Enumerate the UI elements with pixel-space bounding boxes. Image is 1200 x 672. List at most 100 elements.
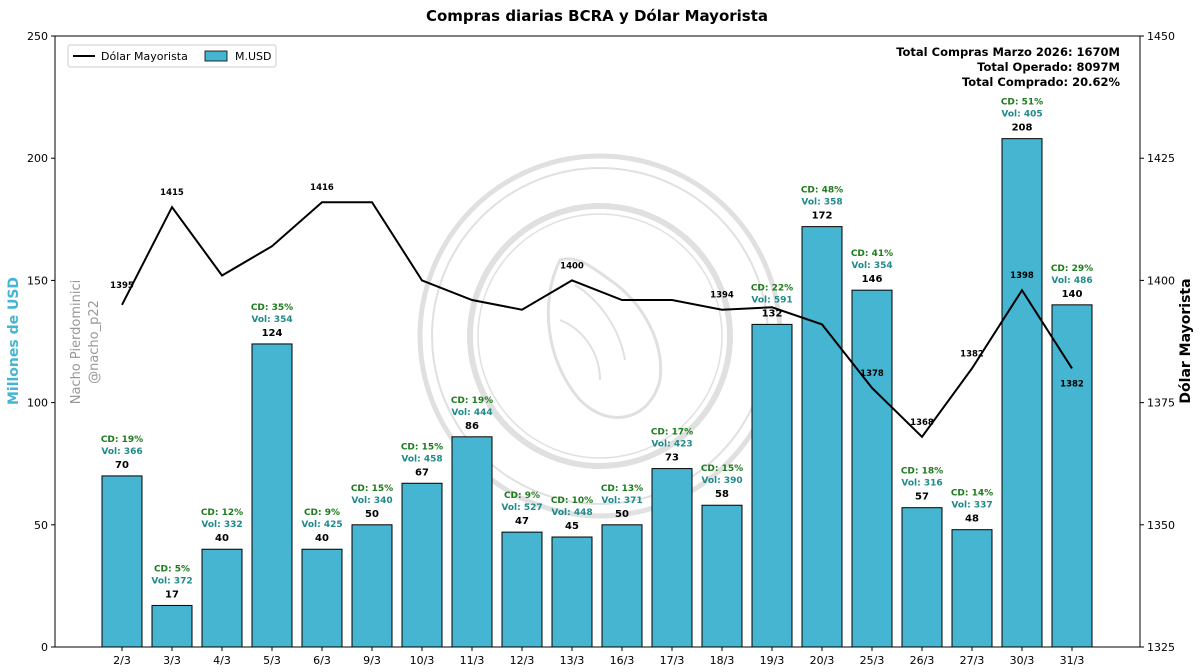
right-tick-label: 1425 — [1147, 152, 1175, 165]
cd-label: CD: 17% — [651, 428, 693, 438]
vol-label: Vol: 340 — [351, 496, 392, 506]
x-tick-label: 9/3 — [363, 654, 381, 667]
left-tick-label: 100 — [27, 397, 48, 410]
cd-label: CD: 48% — [801, 186, 843, 196]
cd-label: CD: 9% — [304, 508, 340, 518]
x-tick-label: 30/3 — [1010, 654, 1035, 667]
cd-label: CD: 22% — [751, 283, 793, 293]
left-y-axis-label: Millones de USD — [6, 277, 22, 405]
bar-value-label: 70 — [115, 460, 129, 471]
bar-value-label: 208 — [1012, 123, 1033, 134]
vol-label: Vol: 332 — [201, 520, 242, 530]
cd-label: CD: 10% — [551, 496, 593, 506]
cd-label: CD: 15% — [351, 484, 393, 494]
bar — [401, 482, 443, 648]
line-value-label: 1415 — [160, 188, 184, 198]
x-tick-label: 26/3 — [910, 654, 935, 667]
bar — [1001, 138, 1043, 648]
bar — [201, 548, 243, 648]
cd-label: CD: 14% — [951, 489, 993, 499]
right-y-axis: 1325 1350 1375 1400 1425 1450 — [1140, 30, 1175, 654]
vol-label: Vol: 366 — [101, 447, 142, 457]
bar-value-label: 172 — [812, 211, 833, 222]
vol-label: Vol: 591 — [751, 295, 792, 305]
chart-title: Compras diarias BCRA y Dólar Mayorista — [426, 7, 768, 25]
cd-label: CD: 51% — [1001, 98, 1043, 108]
vol-label: Vol: 354 — [851, 261, 892, 271]
vol-label: Vol: 405 — [1001, 110, 1042, 120]
vol-label: Vol: 316 — [901, 479, 942, 489]
cd-label: CD: 9% — [504, 491, 540, 501]
bar-value-label: 86 — [465, 421, 479, 432]
x-tick-label: 18/3 — [710, 654, 735, 667]
bar — [451, 436, 493, 648]
left-tick-label: 50 — [34, 519, 48, 532]
bar-value-label: 124 — [262, 328, 283, 339]
bar-value-label: 17 — [165, 589, 179, 600]
cd-label: CD: 12% — [201, 508, 243, 518]
line-value-label: 1368 — [910, 418, 934, 428]
vol-label: Vol: 444 — [451, 408, 492, 418]
vol-label: Vol: 448 — [551, 508, 592, 518]
x-tick-label: 31/3 — [1060, 654, 1085, 667]
bar — [151, 604, 193, 648]
x-tick-label: 25/3 — [860, 654, 885, 667]
line-value-label: 1416 — [310, 183, 334, 193]
x-tick-label: 17/3 — [660, 654, 685, 667]
vol-label: Vol: 354 — [251, 315, 292, 325]
bar-value-label: 50 — [365, 509, 379, 520]
bar-value-label: 40 — [215, 533, 229, 544]
summary-total-comprado: Total Comprado: 20.62% — [962, 75, 1121, 89]
bar-value-label: 140 — [1062, 289, 1083, 300]
bar-value-label: 73 — [665, 453, 679, 464]
bar-value-label: 146 — [862, 274, 883, 285]
vol-label: Vol: 527 — [501, 503, 542, 513]
left-tick-label: 0 — [41, 641, 48, 654]
summary-box: Total Compras Marzo 2026: 1670M Total Op… — [896, 45, 1120, 89]
vol-label: Vol: 390 — [701, 476, 742, 486]
left-y-axis: 0 50 100 150 200 250 — [27, 30, 55, 654]
line-value-label: 1394 — [710, 291, 734, 301]
x-tick-label: 5/3 — [263, 654, 281, 667]
cd-vol-annotations: CD: 19% Vol: 366 CD: 5% Vol: 372 CD: 12% Vol:… — [101, 98, 1093, 587]
x-tick-label: 6/3 — [313, 654, 331, 667]
bar-value-label: 57 — [915, 492, 929, 503]
bar — [251, 343, 293, 648]
bar-value-labels: 70 17 40 124 40 50 67 86 47 45 50 73 58 132 172 146 57 48… — [115, 123, 1082, 601]
cd-label: CD: 18% — [901, 467, 943, 477]
vol-label: Vol: 425 — [301, 520, 342, 530]
bar — [901, 507, 943, 648]
cd-label: CD: 41% — [851, 249, 893, 259]
vol-label: Vol: 337 — [951, 501, 992, 511]
vol-label: Vol: 372 — [151, 576, 192, 586]
cd-label: CD: 13% — [601, 484, 643, 494]
right-tick-label: 1400 — [1147, 274, 1175, 287]
bar — [951, 529, 993, 648]
bar-value-label: 67 — [415, 467, 429, 478]
cd-label: CD: 35% — [251, 303, 293, 313]
vol-label: Vol: 458 — [401, 454, 442, 464]
legend: Dólar Mayorista M.USD — [67, 44, 277, 68]
cd-label: CD: 15% — [401, 442, 443, 452]
summary-total-operado: Total Operado: 8097M — [977, 60, 1120, 74]
bar-value-label: 48 — [965, 514, 979, 525]
bar — [851, 289, 893, 648]
legend-bar-swatch — [204, 50, 228, 62]
right-tick-label: 1325 — [1147, 641, 1175, 654]
left-tick-label: 200 — [27, 152, 48, 165]
line-value-label: 1398 — [1010, 271, 1034, 281]
bar — [701, 504, 743, 648]
x-tick-label: 20/3 — [810, 654, 835, 667]
left-tick-label: 250 — [27, 30, 48, 43]
dolar-mayorista-line — [121, 201, 1073, 439]
credit-name: Nacho Pierdominici — [69, 280, 84, 405]
x-tick-label: 13/3 — [560, 654, 585, 667]
x-axis: 2/3 3/3 4/3 5/3 6/3 9/3 10/3 11/3 12/3 13/3 16/3 17… — [113, 647, 1084, 667]
bar-value-label: 47 — [515, 516, 529, 527]
right-tick-label: 1450 — [1147, 30, 1175, 43]
bar — [601, 524, 643, 648]
x-tick-label: 19/3 — [760, 654, 785, 667]
legend-label-bars: M.USD — [235, 50, 272, 63]
x-tick-label: 3/3 — [163, 654, 181, 667]
